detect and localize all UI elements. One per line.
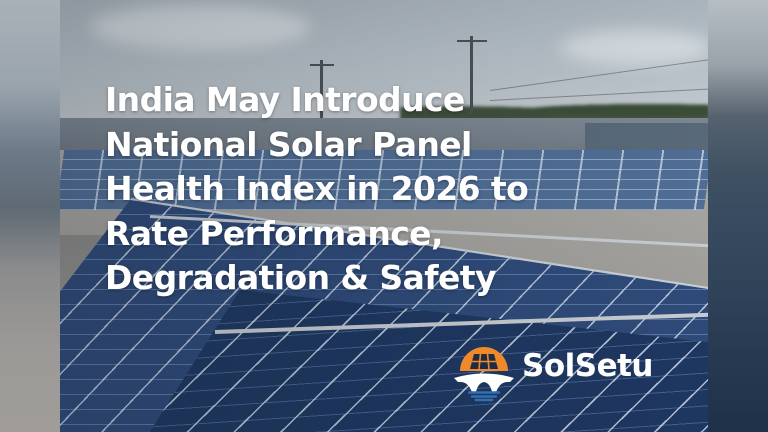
brand-logo: SolSetu [452, 338, 654, 402]
blurred-right-edge [708, 0, 768, 432]
utility-pole [320, 60, 323, 118]
headline-line-4: Rate Performance, [105, 213, 444, 253]
cloud [90, 5, 310, 50]
utility-pole-crossbar [310, 64, 334, 66]
brand-name: SolSetu [522, 347, 654, 384]
utility-pole-crossbar [457, 40, 487, 42]
headline-line-3: Health Index in 2026 to [105, 169, 529, 208]
sun-solar-panel-bridge-logo-icon [452, 338, 516, 402]
headline-line-5: Degradation & Safety [105, 258, 497, 297]
utility-pole [470, 36, 473, 114]
cloud [560, 30, 710, 65]
headline: India May Introduce National Solar Panel… [105, 78, 585, 301]
headline-line-2: National Solar Panel [105, 124, 472, 164]
headline-line-1: India May Introduce [105, 80, 465, 119]
text-contrast-overlay [60, 0, 708, 432]
blurred-left-edge [0, 0, 60, 432]
